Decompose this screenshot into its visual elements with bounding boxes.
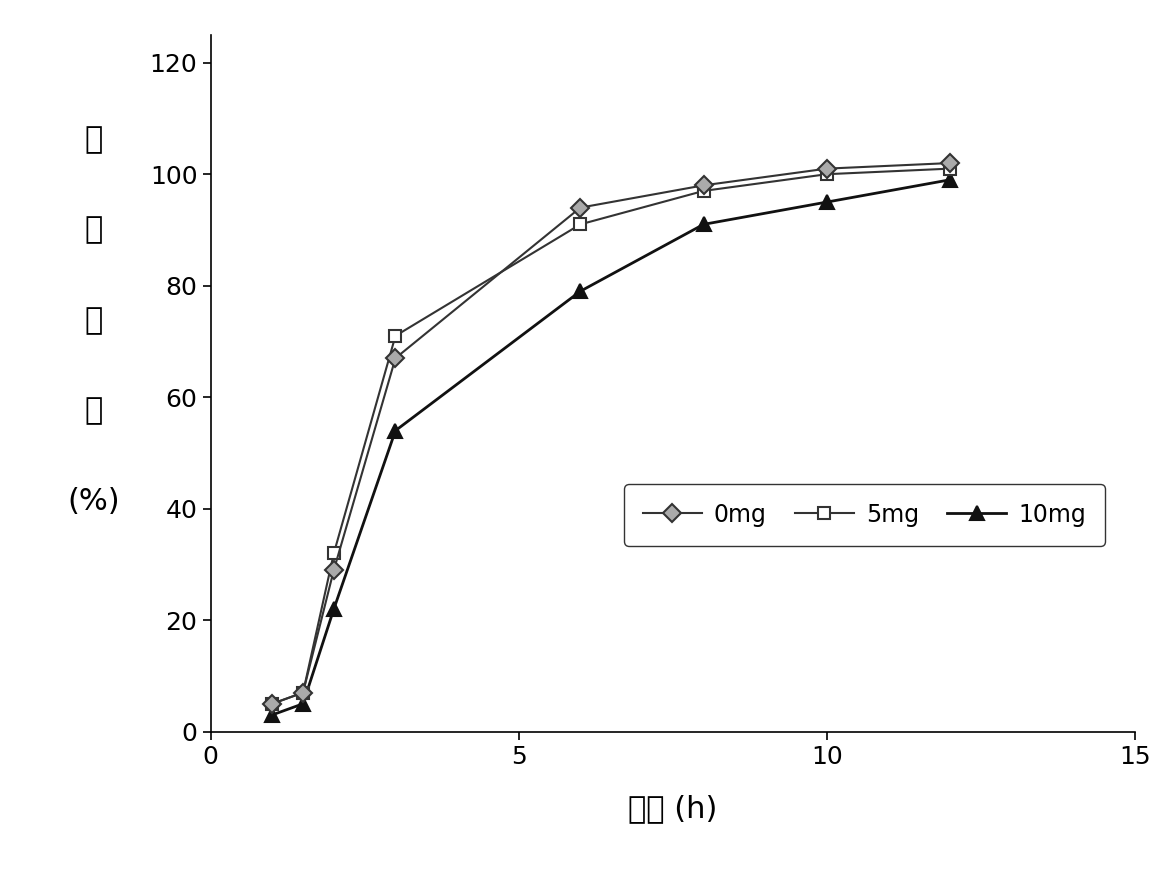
Text: (%): (%)	[68, 487, 119, 517]
5mg	[388, 331, 402, 341]
10mg	[388, 425, 402, 436]
10mg	[943, 174, 957, 185]
Text: 放: 放	[84, 396, 103, 426]
Line: 10mg: 10mg	[266, 172, 957, 722]
5mg	[820, 169, 834, 179]
5mg	[943, 164, 957, 174]
Legend: 0mg, 5mg, 10mg: 0mg, 5mg, 10mg	[624, 484, 1104, 545]
0mg	[820, 164, 834, 174]
5mg	[696, 186, 710, 196]
X-axis label: 时间 (h): 时间 (h)	[628, 793, 717, 823]
Line: 0mg: 0mg	[266, 157, 956, 710]
5mg	[296, 687, 310, 698]
Text: 释: 释	[84, 306, 103, 335]
0mg	[296, 687, 310, 698]
0mg	[696, 180, 710, 191]
Text: 积: 积	[84, 215, 103, 245]
0mg	[266, 699, 280, 709]
0mg	[326, 564, 340, 575]
10mg	[573, 286, 587, 296]
Text: 累: 累	[84, 125, 103, 154]
5mg	[266, 699, 280, 709]
5mg	[573, 219, 587, 230]
10mg	[326, 604, 340, 614]
5mg	[326, 548, 340, 558]
Line: 5mg: 5mg	[266, 162, 956, 710]
10mg	[266, 710, 280, 720]
10mg	[296, 699, 310, 709]
10mg	[820, 197, 834, 207]
0mg	[573, 202, 587, 213]
0mg	[388, 353, 402, 363]
0mg	[943, 158, 957, 168]
10mg	[696, 219, 710, 230]
